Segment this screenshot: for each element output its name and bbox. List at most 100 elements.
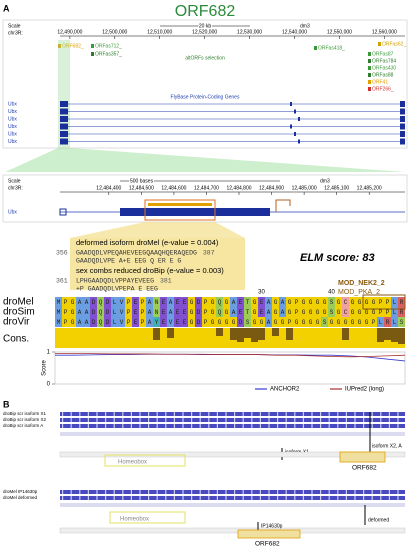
residue: T [246,299,250,306]
residue-cell [69,297,76,307]
residue: A [267,319,271,326]
residue-cell [349,317,356,327]
gene-exon [298,117,300,121]
tick-label: 12,500,000 [102,29,127,35]
residue-cell [146,317,153,327]
track-stripe [294,490,296,494]
track-stripe [371,424,373,428]
residue: L [393,309,397,316]
track-stripe [354,424,356,428]
track-stripe [320,496,322,500]
gene-exon [60,131,68,137]
residue: C [344,299,348,306]
residue-cell [118,307,125,317]
track-stripe [234,490,236,494]
residue-cell [251,307,258,317]
scale-bar-label: 500 bases [130,178,154,184]
track-stripe [156,490,158,494]
residue-cell [335,317,342,327]
track-stripe [234,412,236,416]
scale-label: Scale [8,178,21,184]
residue: G [365,309,369,316]
hit-connector [70,222,245,238]
track-stripe [259,490,261,494]
residue: G [323,299,327,306]
orf-block [368,73,371,77]
annotation: isoform X2, A [372,443,402,449]
cons-bar [370,328,377,348]
residue-cell [83,307,90,317]
hit-match: +P GAADQDLVPEPA E EEG [76,286,158,293]
orf-label: ORFas784 [372,58,396,64]
track-stripe [139,490,141,494]
residue-cell [202,317,209,327]
residue: P [127,309,131,316]
residue-cell [391,297,398,307]
residue: V [120,319,124,326]
track-stripe [96,424,98,428]
residue: E [260,309,264,316]
residue-cell [272,297,279,307]
residue-cell [97,307,104,317]
gene-label: Ubx [8,209,17,215]
residue-cell [90,297,97,307]
scale-bar-label: 20 kb [199,23,211,29]
residue: D [106,309,110,316]
residue: A [267,309,271,316]
residue: G [358,319,362,326]
residue-cell [111,297,118,307]
residue: D [92,319,96,326]
track-stripe [208,412,210,416]
residue: E [162,319,166,326]
residue: D [197,319,201,326]
track-stripe [328,424,330,428]
residue-cell [356,317,363,327]
track-stripe [173,496,175,500]
residue: G [190,299,194,306]
track-stripe [337,412,339,416]
track-stripe [320,412,322,416]
track-stripe [311,490,313,494]
cons-bar [363,328,370,348]
residue: G [218,319,222,326]
track-stripe [191,490,193,494]
track-stripe [397,412,399,416]
track-stripe [363,496,365,500]
hit-start: 356 [56,250,68,257]
track-stripe [165,490,167,494]
residue: A [148,299,152,306]
track-stripe [173,418,175,422]
residue-cell [230,307,237,317]
residue-cell [384,307,391,317]
track-stripe [139,412,141,416]
track-stripe [268,418,270,422]
track-stripe [277,496,279,500]
cons-bar [216,336,223,348]
gene-label: Ubx [8,131,17,137]
residue: Q [99,309,103,316]
residue: E [176,309,180,316]
residue: Q [99,319,103,326]
cons-bar [104,328,111,348]
track-stripe [62,490,64,494]
cons-bar [83,328,90,348]
cons-bar [230,340,237,348]
residue-cell [300,317,307,327]
residue: G [372,309,376,316]
track-stripe [225,490,227,494]
residue: G [302,309,306,316]
cons-bar [195,328,202,348]
cons-bar [293,328,300,348]
track-stripe [234,418,236,422]
residue: E [183,309,187,316]
cons-bar [237,342,244,348]
track-stripe [139,496,141,500]
residue: A [281,309,285,316]
residue-cell [258,307,265,317]
orf-block [58,44,61,48]
track-stripe [182,424,184,428]
track-stripe [277,412,279,416]
residue: E [162,309,166,316]
domain-label: Homeobox [118,460,147,466]
track-stripe [130,424,132,428]
